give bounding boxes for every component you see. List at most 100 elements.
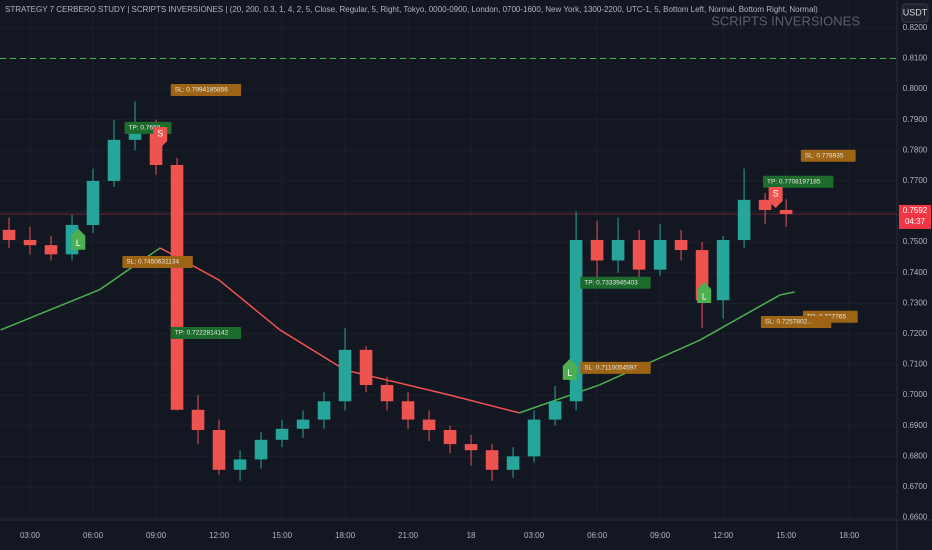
signal-label: S <box>773 188 779 198</box>
candle-body <box>716 239 730 301</box>
signal-marker <box>71 228 86 250</box>
candle-body <box>737 199 751 240</box>
signal-label: L <box>702 291 707 301</box>
y-tick-label: 0.7100 <box>903 360 928 369</box>
x-tick-label: 18:00 <box>335 531 356 540</box>
candle-body <box>401 401 415 420</box>
trade-label: SL: 0.7450631134 <box>126 259 179 266</box>
candle-body <box>632 239 646 270</box>
y-tick-label: 0.7800 <box>903 145 928 154</box>
trade-label: TP: 0.7333945403 <box>584 280 638 287</box>
trade-label-box <box>763 175 834 188</box>
candle-body <box>611 239 625 261</box>
trade-label: SL: 0.7110054597 <box>584 365 637 372</box>
trade-label: TP: 0.7658 <box>129 125 161 132</box>
candle-body <box>44 245 58 255</box>
moving-average <box>0 289 100 331</box>
candle-body <box>86 180 100 225</box>
x-tick-label: 06:00 <box>83 531 104 540</box>
candle-body <box>548 401 562 420</box>
trade-label: TP: 0.7708197185 <box>767 179 821 186</box>
indicator-title: STRATEGY 7 CERBERO STUDY | SCRIPTS INVER… <box>5 5 818 14</box>
signal-marker <box>562 358 577 380</box>
candle-body <box>128 129 142 140</box>
trade-label: SL: 0.7994185856 <box>175 87 229 94</box>
price-tag-value: 0.7592 <box>903 206 928 215</box>
candle-body <box>107 139 121 181</box>
candle-body <box>191 409 205 431</box>
y-tick-label: 0.6700 <box>903 482 928 491</box>
candle-body <box>569 239 583 402</box>
candle-body <box>170 164 184 410</box>
y-tick-label: 0.6600 <box>903 513 928 522</box>
axis-layer: 0.6600 0.6700 0.6800 0.6900 0.7000 0.7100 0.72… <box>20 23 931 540</box>
y-tick-label: 0.7500 <box>903 237 928 246</box>
candle-body <box>653 239 667 270</box>
y-tick-label: 0.7900 <box>903 115 928 124</box>
y-tick-label: 0.8100 <box>903 54 928 63</box>
x-tick-label: 12:00 <box>713 531 734 540</box>
moving-average <box>779 291 795 296</box>
y-tick-label: 0.7200 <box>903 329 928 338</box>
moving-average <box>519 384 600 414</box>
signal-label: S <box>157 128 163 138</box>
trade-label-box <box>122 255 193 268</box>
x-tick-label: 06:00 <box>587 531 608 540</box>
trade-label: TP: 0.7222814142 <box>175 330 229 337</box>
candle-body <box>464 444 478 451</box>
candle-body <box>317 401 331 420</box>
trade-label-box <box>800 149 856 162</box>
trade-label-box <box>580 276 651 289</box>
trade-label-box <box>760 315 832 328</box>
moving-average <box>699 294 781 341</box>
moving-average <box>449 394 520 414</box>
signal-marker <box>768 186 783 208</box>
candle-body <box>2 229 16 240</box>
candle-body <box>590 239 604 261</box>
x-tick-label: 21:00 <box>398 531 419 540</box>
x-tick-label: 15:00 <box>776 531 797 540</box>
candle-body <box>443 430 457 445</box>
candle-body <box>359 349 373 386</box>
trade-label-box <box>580 361 651 374</box>
ann-layer: SL: 0.7994185856 TP: 0.7658 SL: 0.74506311… <box>71 83 858 380</box>
signal-label: L <box>567 368 572 378</box>
x-tick-label: 03:00 <box>20 531 41 540</box>
x-tick-label: 18:00 <box>839 531 860 540</box>
x-tick-label: 18 <box>467 531 476 540</box>
candle-body <box>779 209 793 214</box>
x-tick-label: 09:00 <box>146 531 167 540</box>
x-tick-label: 15:00 <box>272 531 293 540</box>
y-tick-label: 0.7700 <box>903 176 928 185</box>
candle-body <box>380 385 394 402</box>
x-tick-label: 03:00 <box>524 531 545 540</box>
price-tag-box <box>899 204 931 229</box>
signal-marker <box>153 126 168 148</box>
y-tick-label: 0.8200 <box>903 23 928 32</box>
trade-label: SL: 0.778935 <box>805 153 844 160</box>
x-tick-label: 12:00 <box>209 531 230 540</box>
candle-body <box>338 349 352 402</box>
y-tick-label: 0.6800 <box>903 451 928 460</box>
trade-label-box <box>170 326 242 339</box>
candle-body <box>485 450 499 470</box>
price-tag-countdown: 04:37 <box>905 217 926 226</box>
candle-body <box>233 459 247 470</box>
candle-body <box>422 419 436 431</box>
trade-label-box <box>170 83 242 96</box>
candle-body <box>275 428 289 440</box>
moving-average <box>98 247 161 291</box>
currency-label[interactable]: USDT <box>903 7 928 17</box>
candle-body <box>506 456 520 470</box>
y-tick-label: 0.7000 <box>903 390 928 399</box>
candle-body <box>296 419 310 429</box>
currency-button[interactable] <box>901 3 929 23</box>
candle-body <box>23 239 37 246</box>
y-tick-label: 0.6900 <box>903 421 928 430</box>
watermark: SCRIPTS INVERSIONES <box>711 13 860 28</box>
candle-body <box>674 239 688 251</box>
candle-body <box>527 419 541 457</box>
